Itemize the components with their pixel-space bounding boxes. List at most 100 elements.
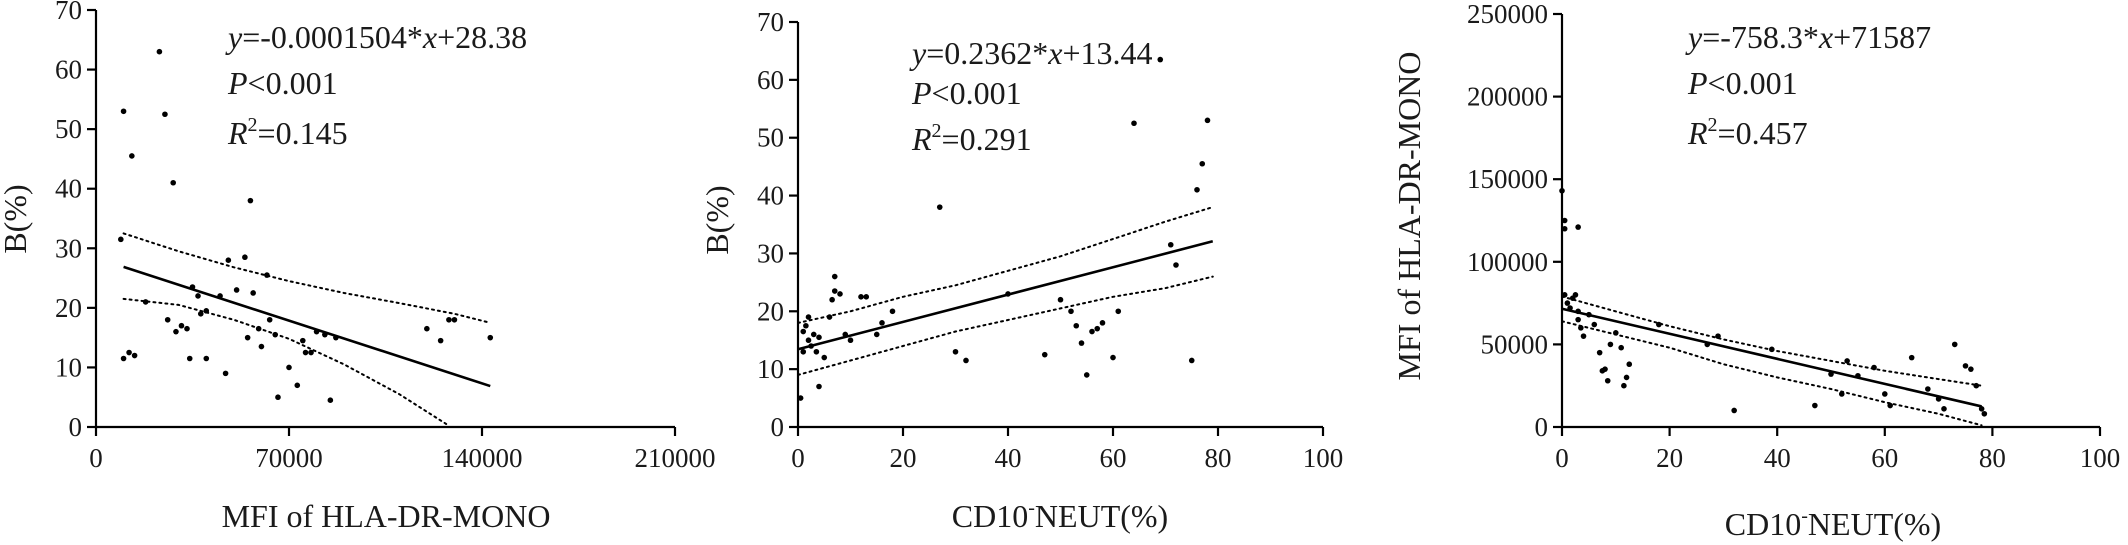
panel-2-x-tick-label: 60: [1100, 443, 1127, 473]
data-point: [286, 364, 292, 371]
data-point: [1041, 351, 1048, 358]
data-point: [863, 294, 870, 300]
data-point: [810, 331, 817, 338]
data-point: [1575, 308, 1581, 315]
data-point: [889, 308, 896, 315]
panel-1-regression-line: [123, 265, 491, 388]
data-point: [1941, 406, 1947, 412]
data-point: [195, 293, 201, 299]
data-point: [197, 311, 204, 317]
panel-3-regression: [1561, 307, 1982, 408]
data-point: [1908, 354, 1915, 361]
data-point: [1561, 217, 1568, 224]
data-point: [1167, 241, 1174, 248]
data-point: [813, 348, 820, 355]
data-point: [1057, 296, 1064, 303]
data-point: [173, 328, 179, 335]
data-point: [1812, 402, 1818, 409]
data-point: [1572, 292, 1579, 298]
panel-2-y-tick-label: 0: [771, 412, 785, 442]
panel-2-ticks: 0 20 40 60 80 100 0 10 20 30 40 50 60 70: [757, 7, 1343, 473]
panel-3-x-axis-title: CD10-NEUT(%): [1725, 505, 1941, 542]
panel-3-x-tick-label: 60: [1871, 443, 1898, 473]
data-point: [842, 331, 849, 338]
data-point: [487, 334, 494, 341]
panel-1-y-tick-label: 0: [69, 412, 83, 442]
data-point: [952, 348, 959, 355]
data-point: [1978, 406, 1985, 412]
panel-3-x-tick-label: 40: [1764, 443, 1791, 473]
panel-2-y-tick-label: 50: [757, 123, 784, 153]
data-point: [837, 291, 843, 297]
data-point: [821, 354, 828, 361]
data-point: [1618, 344, 1624, 351]
data-point: [1882, 391, 1888, 397]
data-point: [120, 355, 127, 362]
data-point: [805, 337, 812, 344]
data-point: [1769, 346, 1775, 353]
data-point: [131, 352, 138, 359]
panel-3-ci-lower-line: [1561, 320, 1983, 427]
data-point: [222, 370, 229, 377]
panel-1-x-axis-title: MFI of HLA-DR-MONO: [222, 498, 551, 534]
panel-3-x-tick-label: 0: [1555, 443, 1569, 473]
panel-3-x-tick-label: 20: [1656, 443, 1683, 473]
data-point: [1973, 382, 1980, 389]
data-point: [255, 325, 262, 332]
data-point: [797, 395, 804, 401]
data-point: [129, 153, 135, 159]
panel-2-y-tick-label: 20: [757, 296, 784, 326]
data-point: [1626, 361, 1633, 368]
panel-2-r-squared: R2=0.291: [911, 120, 1032, 157]
data-point: [1131, 120, 1137, 127]
data-point: [1604, 377, 1611, 384]
panel-1-y-tick-label: 40: [55, 174, 82, 204]
data-point: [879, 320, 885, 326]
panel-2-x-tick-label: 40: [995, 443, 1022, 473]
data-point: [1073, 322, 1080, 329]
data-point: [118, 236, 124, 243]
data-point: [424, 325, 430, 332]
panel-2-points: [797, 56, 1211, 401]
data-point: [1586, 311, 1592, 318]
panel-2-ci-upper-line: [797, 206, 1214, 324]
data-point: [936, 204, 943, 210]
data-point: [242, 254, 248, 261]
panel-1-y-axis-title: B(%): [0, 184, 33, 253]
data-point: [258, 343, 265, 350]
data-point: [1005, 291, 1011, 297]
data-point: [170, 179, 176, 186]
panel-1-y-tick-label: 20: [55, 293, 82, 323]
data-point: [1613, 330, 1619, 336]
data-point: [272, 331, 279, 338]
data-point: [1580, 333, 1587, 339]
data-point: [1935, 396, 1942, 402]
data-point: [1099, 320, 1106, 326]
data-point: [164, 316, 171, 323]
data-point: [451, 316, 458, 323]
data-point: [1115, 308, 1122, 315]
panel-3-y-tick-label: 50000: [1481, 329, 1549, 359]
data-point: [831, 273, 838, 280]
data-point: [803, 322, 809, 329]
panel-3-y-tick-label: 250000: [1467, 0, 1548, 29]
panel-1-ticks: 0 70000 140000 210000 0 10 20 30 40 50 60 70: [55, 0, 716, 473]
panel-2-confidence-band: [797, 206, 1214, 376]
panel-1-y-tick-label: 60: [55, 55, 82, 85]
data-point: [1871, 364, 1877, 371]
panel-1-y-tick-label: 10: [55, 352, 82, 382]
data-point: [203, 355, 210, 362]
data-point: [1561, 225, 1568, 232]
data-point: [826, 314, 833, 320]
panel-2-ci-lower-line: [797, 275, 1214, 376]
panel-2-y-tick-label: 60: [757, 65, 784, 95]
panel-1-x-tick-label: 70000: [255, 443, 323, 473]
panel-2-p-value: P<0.001: [911, 75, 1022, 111]
data-point: [1596, 349, 1603, 356]
data-point: [1951, 341, 1958, 348]
panel-3-regression-line: [1561, 307, 1982, 408]
panel-2-equation: y=0.2362*x+13.44: [909, 35, 1153, 71]
data-point: [264, 272, 270, 278]
data-point: [1844, 358, 1850, 364]
data-point: [1602, 366, 1608, 372]
